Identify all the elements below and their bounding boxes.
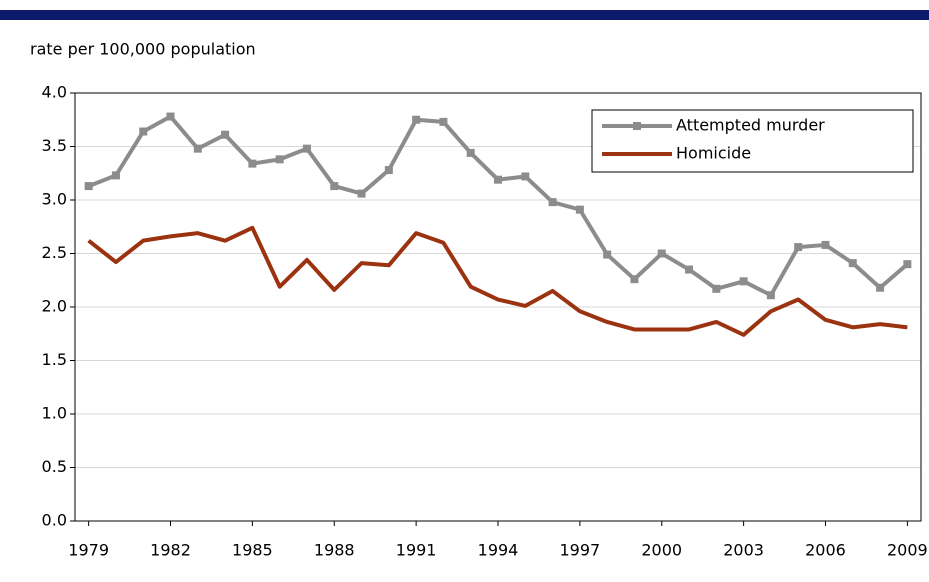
legend-label: Homicide: [676, 144, 751, 163]
point-marker: [466, 148, 475, 157]
y-tick-label: 4.0: [42, 83, 67, 102]
point-marker: [275, 155, 284, 164]
point-marker: [193, 144, 202, 153]
point-marker: [766, 291, 775, 300]
point-marker: [84, 182, 93, 191]
point-marker: [357, 189, 366, 198]
point-marker: [412, 115, 421, 124]
header-bar: [0, 10, 929, 20]
point-marker: [848, 259, 857, 268]
point-marker: [139, 127, 148, 136]
point-marker: [794, 243, 803, 252]
point-marker: [521, 172, 530, 181]
y-tick-label: 3.0: [42, 190, 67, 209]
x-tick-label: 1988: [314, 541, 355, 560]
point-marker: [603, 250, 612, 259]
point-marker: [575, 205, 584, 214]
legend-marker: [633, 122, 641, 130]
point-marker: [739, 277, 748, 286]
y-tick-label: 3.5: [42, 136, 67, 155]
x-tick-label: 1985: [232, 541, 273, 560]
point-marker: [166, 112, 175, 121]
x-tick-label: 1997: [560, 541, 601, 560]
y-tick-label: 2.5: [42, 243, 67, 262]
point-marker: [821, 240, 830, 249]
x-tick-label: 2006: [805, 541, 846, 560]
point-marker: [630, 275, 639, 284]
point-marker: [111, 171, 120, 180]
point-marker: [330, 182, 339, 191]
y-tick-label: 1.5: [42, 350, 67, 369]
legend-box: [591, 109, 914, 173]
y-tick-label: 2.0: [42, 297, 67, 316]
point-marker: [221, 130, 230, 139]
x-tick-label: 1994: [478, 541, 519, 560]
series-line: [87, 225, 908, 337]
x-tick-label: 2000: [641, 541, 682, 560]
point-marker: [384, 166, 393, 175]
y-tick-label: 0.0: [42, 511, 67, 530]
point-marker: [712, 284, 721, 293]
point-marker: [548, 198, 557, 207]
point-marker: [302, 144, 311, 153]
x-tick-label: 2009: [887, 541, 928, 560]
point-marker: [657, 249, 666, 258]
x-tick-label: 1982: [150, 541, 191, 560]
y-axis-label: rate per 100,000 population: [30, 40, 256, 59]
point-marker: [903, 260, 912, 269]
point-marker: [685, 265, 694, 274]
x-tick-label: 1979: [68, 541, 109, 560]
point-marker: [876, 283, 885, 292]
y-tick-label: 0.5: [42, 457, 67, 476]
x-tick-label: 1991: [396, 541, 437, 560]
x-tick-label: 2003: [723, 541, 764, 560]
legend-label: Attempted murder: [676, 116, 825, 135]
point-marker: [439, 117, 448, 126]
point-marker: [494, 175, 502, 184]
y-tick-label: 1.0: [42, 404, 67, 423]
point-marker: [248, 159, 257, 168]
